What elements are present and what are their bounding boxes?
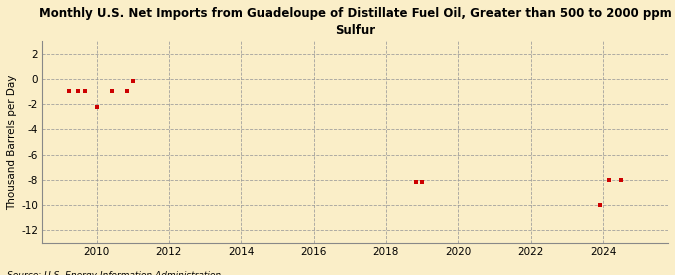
Point — [79, 89, 90, 94]
Point — [121, 89, 132, 94]
Point — [616, 178, 626, 182]
Point — [595, 203, 605, 207]
Point — [416, 180, 427, 185]
Text: Source: U.S. Energy Information Administration: Source: U.S. Energy Information Administ… — [7, 271, 221, 275]
Y-axis label: Thousand Barrels per Day: Thousand Barrels per Day — [7, 74, 17, 210]
Point — [64, 89, 75, 94]
Point — [73, 89, 84, 94]
Point — [107, 89, 117, 94]
Title: Monthly U.S. Net Imports from Guadeloupe of Distillate Fuel Oil, Greater than 50: Monthly U.S. Net Imports from Guadeloupe… — [38, 7, 672, 37]
Point — [603, 178, 614, 182]
Point — [128, 79, 138, 84]
Point — [91, 104, 102, 109]
Point — [410, 180, 421, 185]
